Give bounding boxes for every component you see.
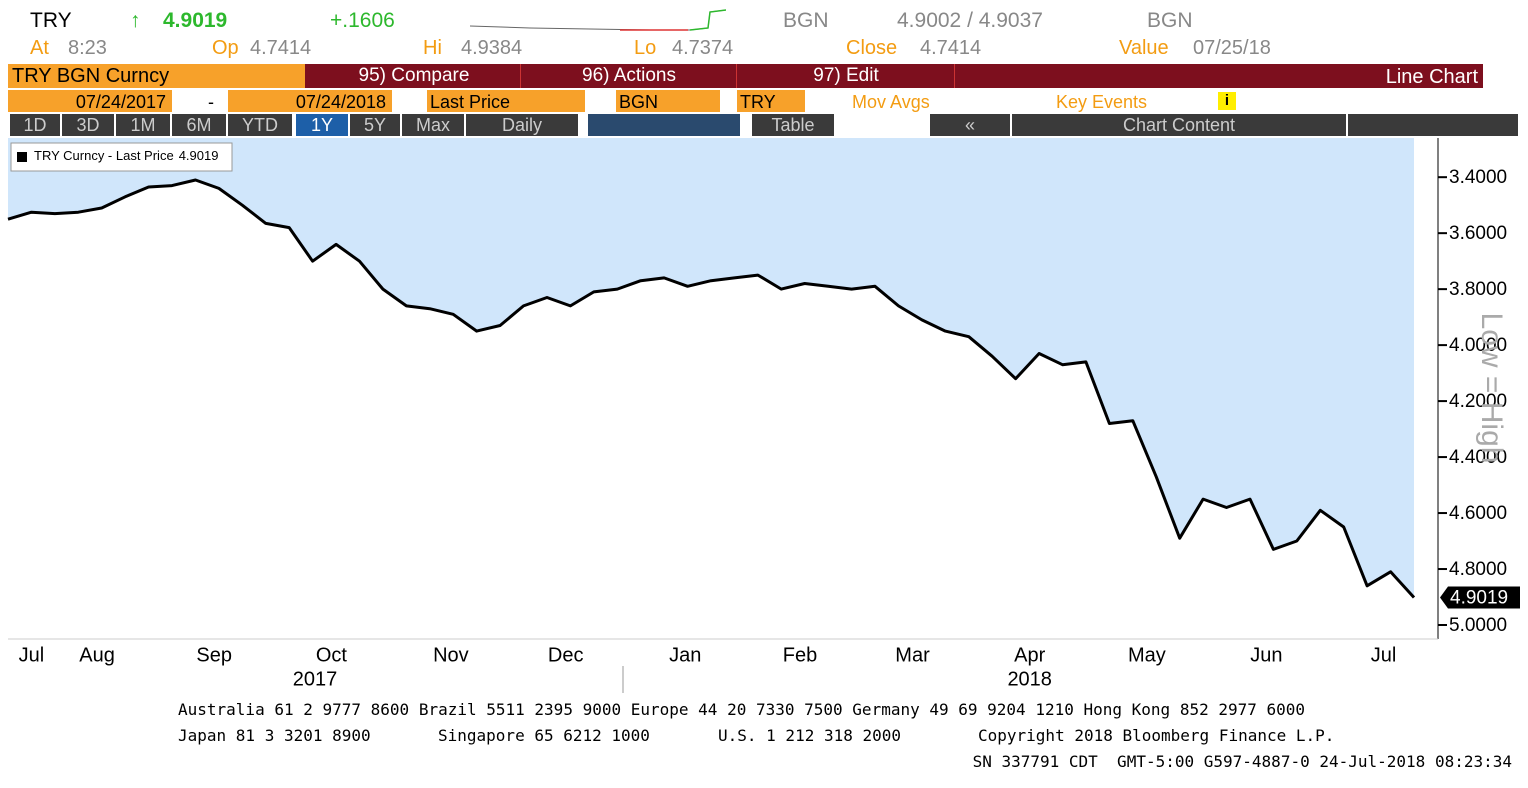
- period-button[interactable]: 1M: [116, 114, 170, 136]
- menu-item[interactable]: 97) Edit: [738, 64, 955, 88]
- y-tick-label: 4.4000: [1449, 447, 1507, 468]
- period-button[interactable]: 5Y: [350, 114, 400, 136]
- source-box[interactable]: BGN: [616, 90, 720, 112]
- x-tick-label: Aug: [79, 644, 115, 666]
- y-tick-label: 3.4000: [1449, 167, 1507, 188]
- security: TRY BGN Curncy: [12, 65, 170, 87]
- price-tag-label: 4.9019: [1450, 588, 1508, 609]
- stat-label: Op: [212, 37, 239, 59]
- area: [8, 138, 1414, 598]
- x-tick-label: May: [1128, 644, 1166, 666]
- source: BGN: [783, 9, 829, 32]
- info[interactable]: i: [1218, 92, 1236, 110]
- x-tick-label: Oct: [316, 644, 348, 666]
- menu-item[interactable]: 95) Compare: [308, 64, 521, 88]
- source-text: BGN: [619, 92, 659, 112]
- y-tick-label: 5.0000: [1449, 615, 1507, 636]
- footer-item: Copyright 2018 Bloomberg Finance L.P.: [978, 726, 1335, 745]
- footer-item: U.S. 1 212 318 2000: [718, 726, 902, 745]
- source: BGN: [1147, 9, 1193, 32]
- stat-value: 4.9384: [461, 37, 523, 59]
- change: +.1606: [330, 9, 395, 32]
- settings[interactable]: [1348, 114, 1518, 136]
- stat-label: At: [30, 37, 49, 59]
- y-tick-label: 4.8000: [1449, 559, 1507, 580]
- stat-value: 4.7374: [672, 37, 734, 59]
- y-tick-label: 4.2000: [1449, 391, 1507, 412]
- footer-line: SN 337791 CDT GMT-5:00 G597-4887-0 24-Ju…: [972, 752, 1512, 771]
- sparkline: [470, 9, 726, 31]
- legend-name: TRY Curncy - Last Price: [34, 148, 174, 163]
- legend-label: TRY Curncy - Last Price 4.9019: [34, 148, 218, 163]
- currency-box[interactable]: TRY: [737, 90, 805, 112]
- chart-content[interactable]: Chart Content: [1012, 114, 1346, 136]
- stat-value: 4.7414: [920, 37, 982, 59]
- y-tick-label: 3.8000: [1449, 279, 1507, 300]
- y-axis-label: Low = High: [1475, 313, 1508, 464]
- stat-label: Hi: [423, 37, 442, 59]
- price-line: [7, 178, 1416, 599]
- x-tick-label: Jan: [669, 644, 701, 666]
- arrow: ↑: [130, 9, 141, 32]
- view-name: Line Chart: [1385, 66, 1478, 88]
- period-button[interactable]: YTD: [228, 114, 292, 136]
- legend-swatch: [17, 152, 27, 162]
- x-tick-label: Feb: [783, 644, 817, 666]
- start-date[interactable]: 07/24/2017: [8, 90, 172, 112]
- currency-text: TRY: [740, 92, 776, 112]
- year-label: 2018: [1007, 668, 1052, 690]
- end-text: 07/24/2018: [295, 92, 386, 112]
- menu-item[interactable]: 96) Actions: [522, 64, 737, 88]
- key-events[interactable]: Key Events: [1056, 92, 1148, 112]
- stat-value: 4.7414: [250, 37, 312, 59]
- menu-bar: [305, 64, 1483, 88]
- year-label: 2017: [293, 668, 338, 690]
- footer-line: Australia 61 2 9777 8600 Brazil 5511 239…: [178, 700, 1306, 719]
- chart: TRY Curncy - Last Price 4.9019 4.9019 3.400…: [7, 138, 1520, 693]
- period-button[interactable]: 6M: [172, 114, 226, 136]
- x-tick-label: Jul: [1371, 644, 1397, 666]
- period-button[interactable]: Max: [402, 114, 464, 136]
- stat-label: Close: [846, 37, 898, 59]
- x-tick-label: Jul: [19, 644, 45, 666]
- chart-type[interactable]: [588, 114, 740, 136]
- start-text: 07/24/2017: [75, 92, 166, 112]
- x-tick-label: Jun: [1250, 644, 1282, 666]
- stat-value: 8:23: [68, 37, 107, 59]
- back[interactable]: «: [930, 114, 1010, 136]
- stat-label: Value: [1119, 37, 1169, 59]
- period-button[interactable]: 3D: [62, 114, 114, 136]
- stat-value: 07/25/18: [1193, 37, 1271, 59]
- period-button[interactable]: 1D: [10, 114, 60, 136]
- field-text: Last Price: [430, 92, 511, 112]
- bid-ask: 4.9002 / 4.9037: [897, 9, 1043, 32]
- period-button[interactable]: 1Y: [296, 114, 348, 136]
- x-tick-label: Mar: [895, 644, 930, 666]
- frequency[interactable]: Daily: [466, 114, 578, 136]
- x-tick-label: Nov: [433, 644, 469, 666]
- footer-item: Singapore 65 6212 1000: [438, 726, 650, 745]
- field[interactable]: Last Price: [427, 90, 585, 112]
- mov-avgs[interactable]: Mov Avgs: [852, 92, 930, 112]
- x-tick-label: Sep: [196, 644, 232, 666]
- table[interactable]: Table: [752, 114, 834, 136]
- stat-label: Lo: [634, 37, 657, 59]
- legend-value: 4.9019: [179, 148, 219, 163]
- y-tick-label: 3.6000: [1449, 223, 1507, 244]
- dash: -: [208, 92, 214, 112]
- x-tick-label: Dec: [548, 644, 584, 666]
- security-box[interactable]: TRY BGN Curncy: [8, 64, 305, 88]
- footer-item: Japan 81 3 3201 8900: [178, 726, 371, 745]
- y-tick-label: 4.0000: [1449, 335, 1507, 356]
- legend-box: [10, 142, 233, 172]
- y-tick-label: 4.6000: [1449, 503, 1507, 524]
- x-tick-label: Apr: [1014, 644, 1045, 666]
- price-tag: [1440, 586, 1520, 609]
- ticker: TRY: [30, 9, 72, 32]
- last-price: 4.9019: [163, 9, 228, 32]
- end-date[interactable]: 07/24/2018: [228, 90, 392, 112]
